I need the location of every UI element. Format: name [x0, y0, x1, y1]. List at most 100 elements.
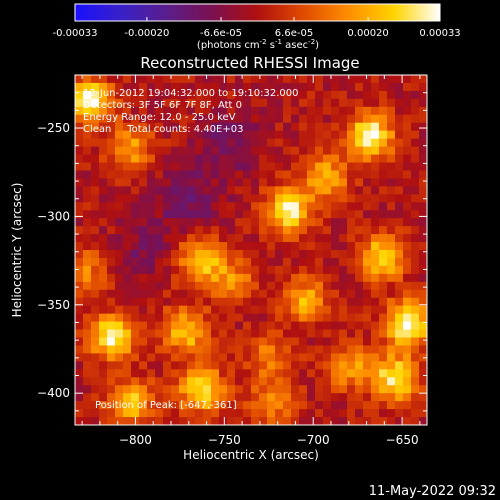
heatmap-cell — [131, 297, 140, 307]
heatmap-cell — [283, 353, 292, 362]
heatmap-cell — [195, 178, 204, 187]
heatmap-cell — [355, 122, 364, 132]
heatmap-cell — [275, 409, 284, 418]
heatmap-cell — [347, 369, 356, 378]
heatmap-cell — [259, 313, 268, 323]
peak-position-label: Position of Peak: [-647,-361] — [95, 400, 237, 411]
heatmap-cell — [259, 106, 268, 116]
heatmap-cell — [371, 313, 380, 323]
heatmap-cell — [355, 98, 364, 108]
heatmap-cell — [323, 75, 332, 84]
heatmap-cell — [259, 202, 268, 211]
heatmap-cell — [323, 178, 332, 187]
heatmap-cell — [243, 401, 252, 410]
heatmap-cell — [123, 242, 132, 251]
heatmap-cell — [243, 82, 252, 92]
heatmap-cell — [171, 218, 180, 227]
heatmap-cell — [299, 90, 308, 100]
heatmap-cell — [179, 106, 188, 116]
heatmap-cell — [139, 289, 148, 299]
heatmap-cell — [147, 138, 156, 148]
heatmap-cell — [99, 210, 108, 219]
heatmap-cell — [315, 122, 324, 132]
heatmap-cell — [139, 162, 148, 172]
heatmap-cell — [155, 305, 164, 315]
heatmap-cell — [371, 114, 380, 124]
heatmap-cell — [179, 202, 188, 211]
heatmap-cell — [131, 242, 140, 251]
heatmap-cell — [331, 194, 340, 203]
heatmap-cell — [315, 202, 324, 211]
heatmap-cell — [131, 146, 140, 156]
heatmap-cell — [339, 250, 348, 259]
heatmap-cell — [339, 313, 348, 323]
heatmap-cell — [323, 210, 332, 219]
heatmap-cell — [187, 361, 196, 370]
heatmap-cell — [371, 90, 380, 100]
heatmap-cell — [411, 114, 420, 124]
heatmap-cell — [99, 114, 108, 124]
heatmap-cell — [203, 162, 212, 172]
heatmap-cell — [363, 361, 372, 370]
heatmap-cell — [235, 289, 244, 299]
heatmap-cell — [139, 242, 148, 251]
heatmap-cell — [75, 138, 84, 148]
heatmap-cell — [379, 257, 388, 267]
heatmap-cell — [315, 242, 324, 251]
heatmap-cell — [163, 337, 172, 347]
heatmap-cell — [283, 90, 292, 100]
heatmap-cell — [91, 289, 100, 299]
heatmap-cell — [155, 281, 164, 291]
heatmap-cell — [83, 130, 92, 140]
heatmap-cell — [267, 90, 276, 100]
heatmap-cell — [251, 265, 260, 275]
heatmap-cell — [355, 138, 364, 148]
heatmap-cell — [395, 353, 404, 362]
heatmap-cell — [283, 321, 292, 331]
heatmap-cell — [403, 90, 412, 100]
heatmap-cell — [211, 98, 220, 108]
heatmap-cell — [243, 226, 252, 235]
heatmap-cell — [363, 393, 372, 402]
heatmap-cell — [411, 106, 420, 116]
heatmap-cell — [171, 202, 180, 211]
heatmap-cell — [315, 138, 324, 148]
heatmap-cell — [419, 234, 427, 243]
heatmap-cell — [107, 82, 116, 92]
heatmap-cell — [115, 218, 124, 227]
heatmap-cell — [419, 178, 427, 187]
heatmap-cell — [331, 122, 340, 132]
heatmap-cell — [203, 313, 212, 323]
heatmap-cell — [315, 369, 324, 378]
heatmap-cell — [115, 393, 124, 402]
heatmap-cell — [403, 353, 412, 362]
heatmap-cell — [243, 130, 252, 140]
heatmap-cell — [179, 130, 188, 140]
heatmap-cell — [419, 186, 427, 195]
heatmap-cell — [403, 146, 412, 156]
heatmap-cell — [387, 257, 396, 267]
heatmap-cell — [395, 369, 404, 378]
x-tick-label: −750 — [208, 433, 241, 447]
heatmap-cell — [403, 313, 412, 323]
heatmap-cell — [187, 257, 196, 267]
heatmap-cell — [131, 329, 140, 339]
heatmap-cell — [323, 170, 332, 179]
heatmap-cell — [163, 122, 172, 132]
heatmap-cell — [75, 218, 84, 227]
heatmap-cell — [91, 154, 100, 164]
heatmap-cell — [227, 202, 236, 211]
heatmap-cell — [363, 313, 372, 323]
heatmap-cell — [419, 82, 427, 92]
heatmap-cell — [147, 210, 156, 219]
colorbar: -0.00033 -0.00020 -6.6e-05 6.6e-05 0.00020 0.… — [53, 3, 461, 51]
heatmap-cell — [395, 162, 404, 172]
heatmap-cell — [387, 242, 396, 251]
heatmap-cell — [99, 409, 108, 418]
heatmap-cell — [139, 417, 148, 425]
heatmap-cell — [171, 401, 180, 410]
heatmap-cell — [251, 178, 260, 187]
heatmap-cell — [411, 257, 420, 267]
heatmap-cell — [299, 337, 308, 347]
heatmap-cell — [99, 273, 108, 283]
